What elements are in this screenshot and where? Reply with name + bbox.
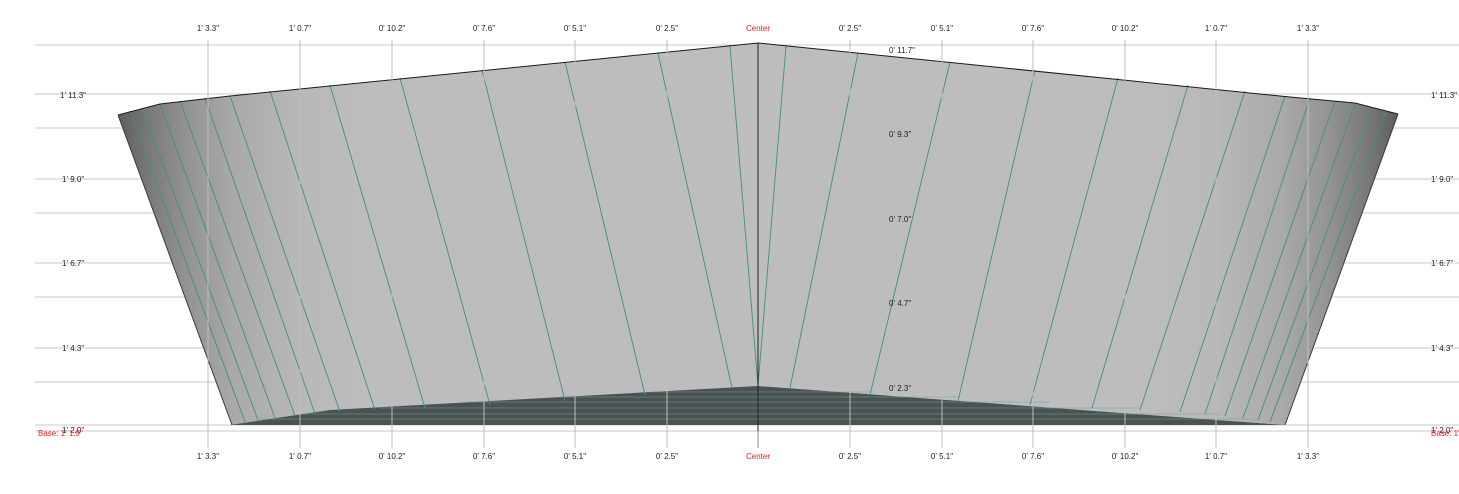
station-label: 1' 3.3" [1297, 24, 1319, 33]
station-label: 0' 7.6" [473, 24, 495, 33]
station-label: 0' 5.1" [564, 24, 586, 33]
station-label: 1' 3.3" [197, 24, 219, 33]
station-label: 0' 2.5" [839, 452, 861, 461]
station-label: 0' 5.1" [931, 452, 953, 461]
center-label: Center [746, 452, 770, 461]
height-label: 1' 2.0" [62, 426, 84, 435]
center-height-label: 0' 11.7" [889, 46, 915, 55]
frame-lines-right [757, 45, 1387, 423]
height-label: 1' 11.3" [1431, 91, 1457, 100]
station-label: 1' 3.3" [197, 452, 219, 461]
height-label: 1' 6.7" [62, 259, 84, 268]
center-height-label: 0' 9.3" [889, 130, 911, 139]
base-label: Base: 1' 1.9" [1431, 429, 1459, 438]
station-label: 1' 0.7" [289, 24, 311, 33]
height-label: 1' 9.0" [62, 175, 84, 184]
station-label: 0' 7.6" [1022, 452, 1044, 461]
station-label: 0' 2.5" [839, 24, 861, 33]
hull-outline [117, 42, 1399, 431]
station-label: 0' 7.6" [473, 452, 495, 461]
center-height-labels: 0' 11.7" 0' 9.3" 0' 7.0" 0' 4.7" 0' 2.3" [889, 46, 915, 393]
station-label: 0' 5.1" [931, 24, 953, 33]
station-label: 0' 2.5" [656, 24, 678, 33]
hull-plate-left [118, 43, 758, 425]
center-height-label: 0' 7.0" [889, 215, 911, 224]
station-label: 0' 10.2" [379, 24, 406, 33]
station-label: 0' 10.2" [379, 452, 406, 461]
hull-plate-right [758, 43, 1398, 425]
height-label: 1' 6.7" [1431, 259, 1453, 268]
station-grid [207, 40, 1309, 448]
station-label: 1' 0.7" [1205, 24, 1227, 33]
station-label: 0' 2.5" [656, 452, 678, 461]
height-labels-right: 1' 11.3" 1' 9.0" 1' 6.7" 1' 4.3" 1' 2.0"… [1431, 91, 1459, 438]
height-label: 1' 4.3" [62, 344, 84, 353]
station-label: 0' 7.6" [1022, 24, 1044, 33]
station-label: 0' 5.1" [564, 452, 586, 461]
station-label: 1' 0.7" [1205, 452, 1227, 461]
center-height-label: 0' 4.7" [889, 299, 911, 308]
height-label: 1' 9.0" [1431, 175, 1453, 184]
station-label: 1' 0.7" [289, 452, 311, 461]
frame-lines-left [129, 45, 759, 423]
center-height-label: 0' 2.3" [889, 384, 911, 393]
station-labels-bottom: 1' 3.3" 1' 0.7" 0' 10.2" 0' 7.6" 0' 5.1"… [197, 452, 1319, 461]
height-label: 1' 11.3" [60, 91, 86, 100]
station-label: 1' 3.3" [1297, 452, 1319, 461]
station-label: 0' 10.2" [1112, 452, 1139, 461]
height-label: 1' 2.0" [1431, 426, 1453, 435]
height-label: 1' 4.3" [1431, 344, 1453, 353]
base-label: Base: 1' 1.9" [38, 429, 83, 438]
center-label: Center [746, 24, 770, 33]
station-label: 0' 10.2" [1112, 24, 1139, 33]
height-labels-left: 1' 11.3" 1' 9.0" 1' 6.7" 1' 4.3" 1' 2.0"… [38, 91, 86, 438]
station-labels-top: 1' 3.3" 1' 0.7" 0' 10.2" 0' 7.6" 0' 5.1"… [197, 24, 1319, 33]
